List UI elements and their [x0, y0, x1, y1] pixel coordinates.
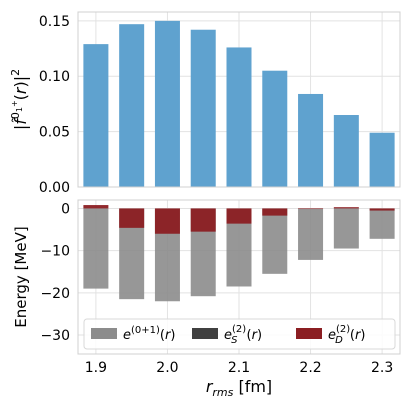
top-panel: 0.00 0.05 0.10 0.15 |f̃01+(r)|2: [9, 11, 401, 196]
top-bar: [298, 93, 324, 187]
bar-eD2: [83, 205, 109, 209]
bar-eD2: [154, 208, 180, 234]
bar-eD2: [333, 207, 359, 209]
bar-e01: [369, 208, 395, 239]
top-bar: [369, 132, 395, 187]
bar-e01: [83, 208, 109, 289]
legend-swatch: [192, 328, 218, 339]
top-y-tick-label: 0.05: [39, 125, 70, 141]
x-tick-label: 2.1: [228, 360, 250, 376]
legend-swatch: [296, 328, 322, 339]
bottom-y-axis-label: Energy [MeV]: [12, 226, 30, 327]
legend-swatch: [91, 328, 117, 339]
bottom-y-tick-label: 0: [61, 201, 70, 217]
bottom-y-tick-label: −20: [40, 286, 70, 302]
bar-eD2: [369, 208, 395, 211]
top-bar: [333, 115, 359, 187]
top-bar: [154, 20, 180, 187]
bottom-y-tick-label: −30: [40, 328, 70, 344]
legend: e(0+1)(r) e(2) S (r) e(2) D (r): [83, 318, 396, 350]
top-bar: [119, 24, 145, 187]
bar-eD2: [119, 208, 145, 228]
bar-eD2: [298, 208, 324, 210]
bottom-panel: 0 −10 −20 −30 1.9 2.0 2.1 2.2 2.3 e(0+1)(r) e(2) S(…: [12, 199, 401, 399]
top-y-axis-label: |f̃01+(r)|2: [9, 69, 30, 130]
top-frame: [77, 11, 401, 188]
bar-eD2: [190, 208, 216, 232]
top-y-tick-label: 0.00: [39, 180, 70, 196]
top-bar: [262, 70, 288, 187]
bar-eD2: [262, 208, 288, 216]
bar-e01: [298, 208, 324, 260]
bar-e01: [262, 208, 288, 274]
legend-box: [83, 318, 396, 350]
x-tick-label: 2.0: [156, 360, 178, 376]
x-tick-label: 2.2: [299, 360, 321, 376]
bottom-frame: [77, 199, 401, 355]
top-bar: [190, 29, 216, 187]
bar-eD2: [226, 208, 252, 224]
x-axis-label: rrms [fm]: [206, 377, 272, 399]
top-bar: [83, 44, 109, 187]
bottom-y-tick-label: −10: [40, 244, 70, 260]
top-y-tick-label: 0.10: [39, 69, 70, 85]
top-y-tick-label: 0.15: [39, 14, 70, 30]
x-tick-label: 2.3: [371, 360, 393, 376]
top-bar: [226, 47, 252, 187]
x-tick-label: 1.9: [85, 360, 107, 376]
bar-e01: [333, 208, 359, 249]
